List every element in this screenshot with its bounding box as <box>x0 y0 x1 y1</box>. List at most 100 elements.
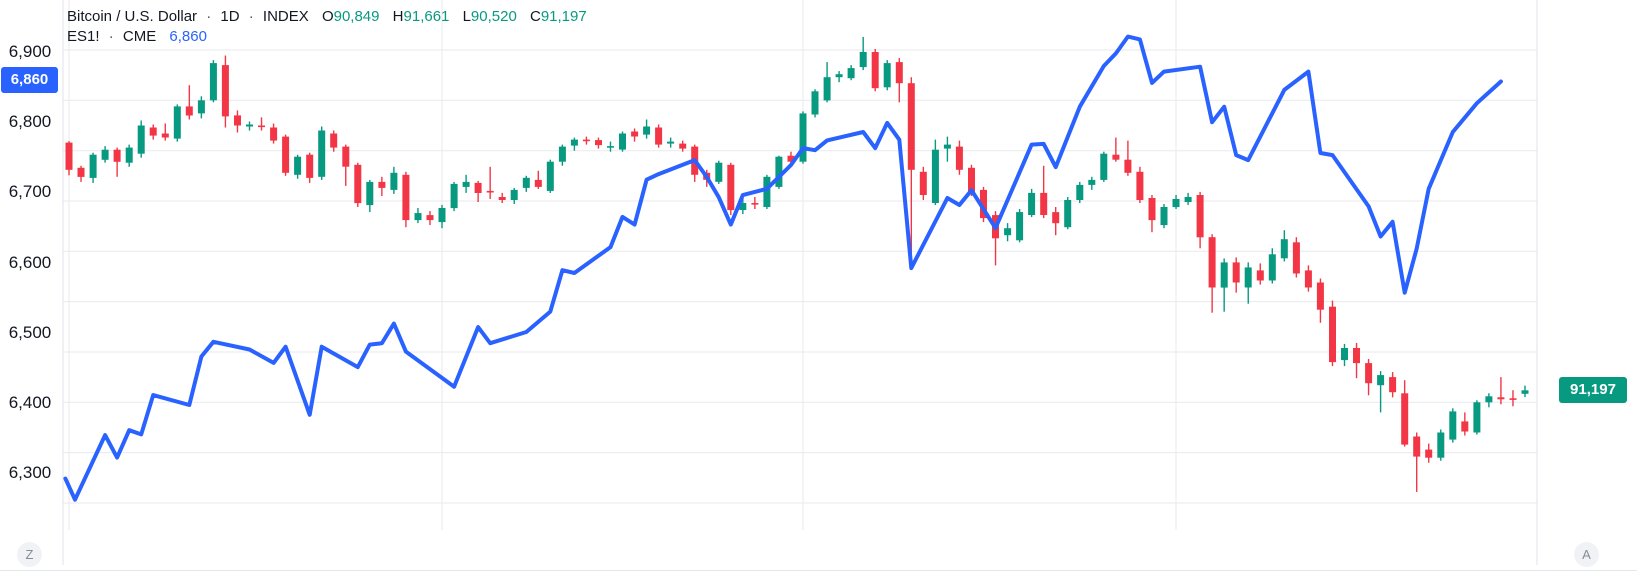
candle-body <box>1461 421 1469 432</box>
es1-price-badge: 6,860 <box>1 67 58 94</box>
candle-body <box>847 68 855 79</box>
legend-low: L90,520 <box>463 8 517 25</box>
legend: Bitcoin / U.S. Dollar · 1D · INDEX O90,8… <box>67 7 587 47</box>
candle-body <box>522 177 530 188</box>
candle-body <box>1124 159 1132 173</box>
candle-body <box>137 125 145 154</box>
candle-body <box>1292 242 1300 274</box>
open-value: 90,849 <box>333 8 380 25</box>
candle-body <box>607 146 614 148</box>
right-price-axis[interactable]: 125,000120,000115,000110,000105,000100,0… <box>1538 0 1637 530</box>
candle-body <box>414 213 422 221</box>
left-axis-tick: 6,600 <box>8 252 52 272</box>
candle-body <box>775 156 783 187</box>
candle-body <box>486 190 494 193</box>
time-axis[interactable]: ugSepOctNovDec <box>0 530 1637 570</box>
legend-row-es1[interactable]: ES1! · CME 6,860 <box>67 27 587 47</box>
close-label: C <box>529 8 541 25</box>
candle-body <box>402 174 410 221</box>
legend-separator: · <box>248 8 254 25</box>
candle-body <box>679 143 687 149</box>
candle-body <box>582 139 590 142</box>
close-value: 91,197 <box>540 8 587 25</box>
legend-open: O90,849 <box>322 8 380 25</box>
candle-body <box>1100 153 1108 180</box>
candle-body <box>366 181 374 206</box>
candle-body <box>1052 212 1060 224</box>
low-label: L <box>462 8 471 25</box>
corner-button-a[interactable]: A <box>1574 542 1599 567</box>
candle-body <box>1088 179 1096 185</box>
candle-body <box>883 63 891 88</box>
candle-body <box>1304 270 1312 288</box>
candle-body <box>1076 184 1084 200</box>
candle-body <box>378 181 386 188</box>
left-price-axis[interactable]: 6,900 6,800 6,700 6,600 6,500 6,400 6,300 <box>0 0 62 530</box>
left-axis-tick: 6,400 <box>8 392 52 412</box>
candle-body <box>980 189 987 219</box>
candle-body <box>570 139 578 146</box>
candle-body <box>474 182 482 193</box>
candle-body <box>1389 377 1397 393</box>
candle-body <box>197 100 205 114</box>
legend-row-btcusd[interactable]: Bitcoin / U.S. Dollar · 1D · INDEX O90,8… <box>67 7 587 27</box>
candle-body <box>931 149 939 203</box>
left-axis-tick: 6,900 <box>8 42 52 61</box>
candle-body <box>871 52 879 89</box>
candle-body <box>1425 449 1433 458</box>
es1-price-line <box>63 34 1503 502</box>
high-label: H <box>392 8 404 25</box>
corner-button-z[interactable]: Z <box>17 542 42 567</box>
candle-body <box>919 171 927 195</box>
candle-body <box>1329 306 1336 363</box>
candle-body <box>667 141 675 144</box>
candle-body <box>89 154 97 178</box>
candle-body <box>907 83 915 170</box>
candle-body <box>161 133 169 138</box>
candle-body <box>1028 192 1036 215</box>
candle-body <box>1196 195 1204 238</box>
candle-body <box>895 62 903 84</box>
open-label: O <box>321 8 334 25</box>
legend-symbol-es1: ES1! <box>67 28 100 45</box>
candle-body <box>65 142 73 170</box>
candle-body <box>1220 262 1228 288</box>
candle-body <box>835 74 843 78</box>
candle-body <box>1064 200 1072 228</box>
candle-body <box>811 91 819 115</box>
candle-body <box>498 197 506 200</box>
candle-body <box>342 146 350 167</box>
candle-body <box>968 167 975 193</box>
candle-body <box>1473 402 1481 433</box>
left-axis-tick: 6,300 <box>8 463 52 483</box>
candle-body <box>125 147 133 163</box>
candle-body <box>1377 375 1385 386</box>
candle-body <box>462 181 470 187</box>
legend-interval: 1D <box>220 8 240 25</box>
candle-body <box>534 179 542 187</box>
candle-body <box>1256 270 1264 281</box>
candle-body <box>1413 436 1421 457</box>
candle-body <box>955 146 963 170</box>
legend-separator: · <box>108 28 114 45</box>
candle-body <box>318 130 326 177</box>
candle-body <box>1148 198 1156 221</box>
candle-body <box>1497 397 1505 400</box>
candle-body <box>1112 154 1120 160</box>
candle-body <box>1401 393 1409 445</box>
candle-body <box>1341 348 1348 361</box>
candle-body <box>823 77 831 101</box>
candle-body <box>149 127 157 136</box>
legend-exchange-es1: CME <box>122 28 157 45</box>
candle-body <box>185 106 193 116</box>
es1-last-value: 6,860 <box>169 28 207 45</box>
candle-body <box>77 167 85 177</box>
candle-body <box>426 215 434 221</box>
candle-body <box>258 125 265 128</box>
left-axis-tick: 6,500 <box>8 322 52 342</box>
candle-body <box>1232 262 1240 283</box>
candle-body <box>1485 396 1493 403</box>
candle-body <box>306 154 314 178</box>
legend-separator: · <box>206 8 212 25</box>
